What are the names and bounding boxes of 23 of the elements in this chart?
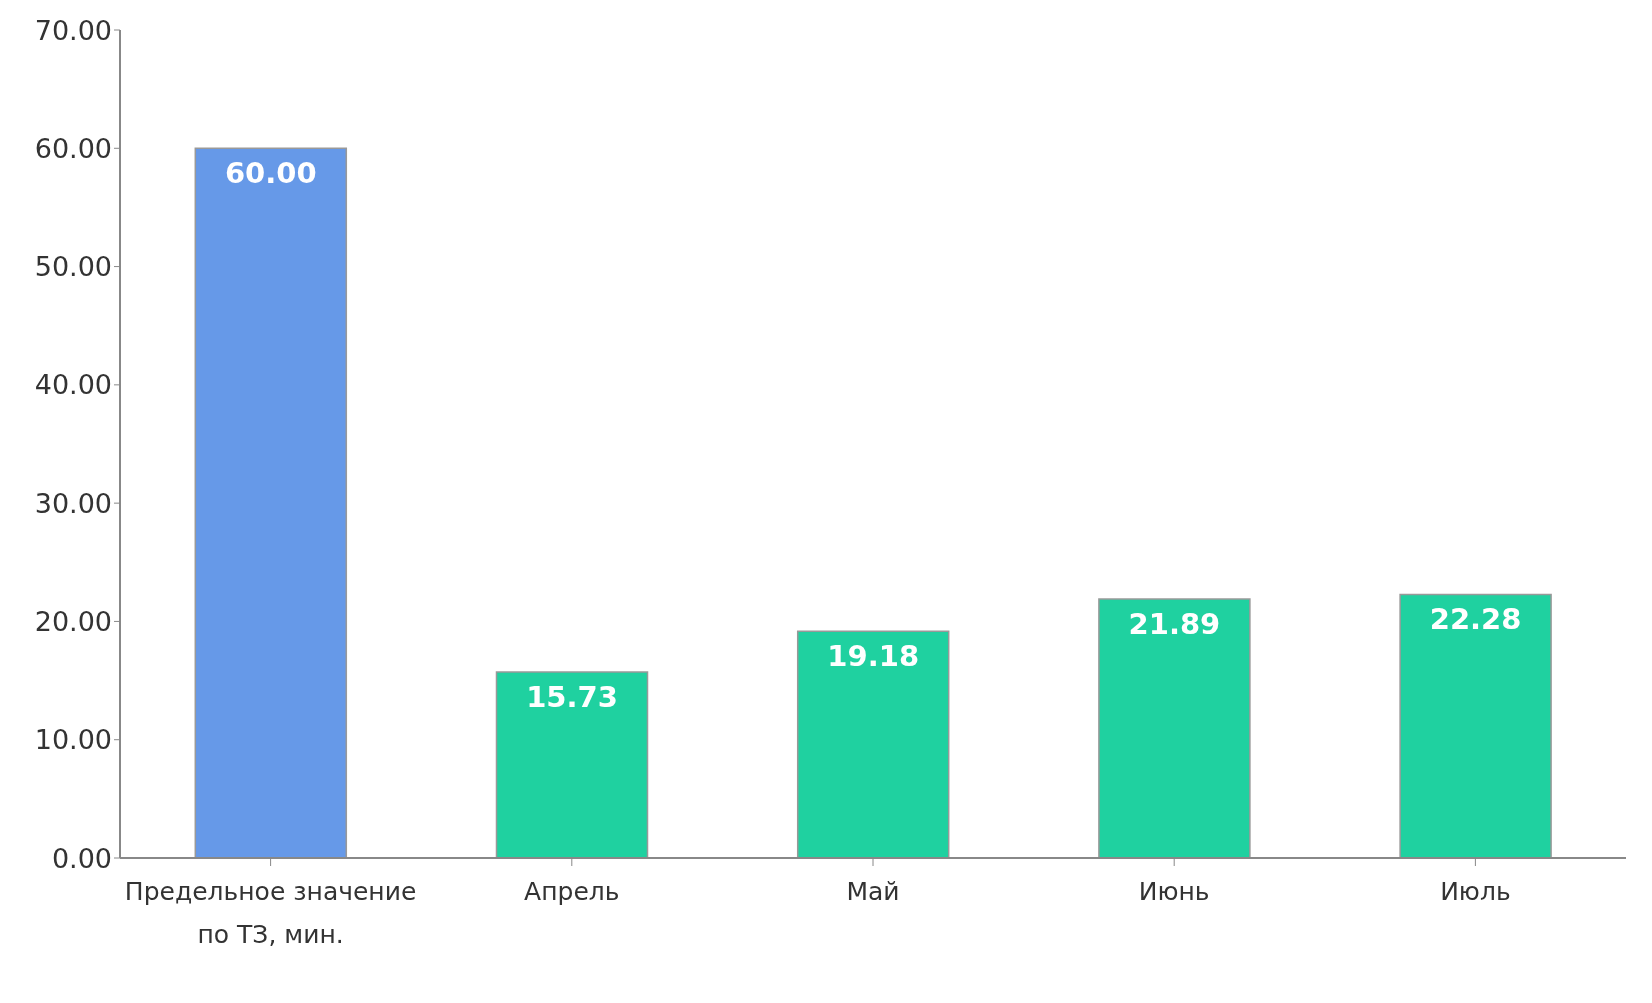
x-tick-label: Июнь [1138,877,1210,906]
y-tick-label: 40.00 [34,369,112,401]
x-tick-label: Июль [1440,877,1511,906]
x-tick-label: Май [846,877,900,906]
y-tick-label: 60.00 [34,132,112,164]
data-label: 60.00 [224,155,317,190]
bar [495,671,649,858]
y-tick-label: 0.00 [51,842,112,874]
x-tick-label: Апрель [524,877,620,906]
y-tick-label: 30.00 [34,487,112,519]
data-label: 21.89 [1128,606,1221,641]
bar [194,147,348,858]
y-tick-label: 70.00 [34,14,112,46]
bar [1399,593,1552,858]
data-label: 15.73 [526,679,618,714]
y-tick-label: 20.00 [34,606,112,638]
data-label: 19.18 [827,638,920,673]
x-tick-label: Предельное значение по ТЗ, мин. [124,877,417,949]
y-tick-label: 50.00 [34,251,112,283]
bar [796,630,950,858]
bar [1098,598,1251,858]
y-tick-label: 10.00 [34,724,112,756]
data-label: 22.28 [1429,602,1522,637]
